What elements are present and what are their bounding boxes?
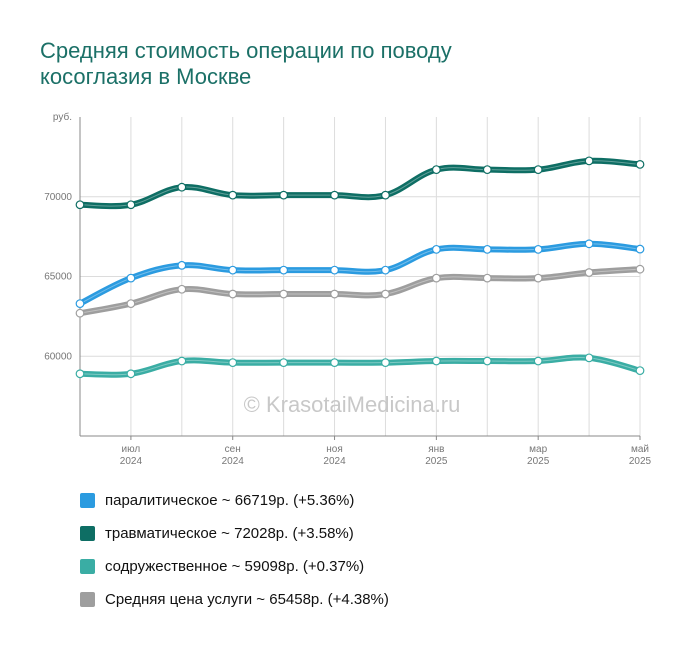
x-tick-label-year: 2024 xyxy=(323,456,346,467)
legend-swatch-concomitant xyxy=(80,559,95,574)
data-point-average[interactable] xyxy=(330,289,339,299)
data-point-average[interactable] xyxy=(431,273,441,283)
series-line-concomitant xyxy=(77,354,643,378)
series-line-highlight-concomitant xyxy=(79,356,641,376)
chart-series-group xyxy=(77,157,643,378)
legend-item-average[interactable]: Средняя цена услуги ~ 65458р. (+4.38%) xyxy=(80,583,389,616)
x-tick-label-year: 2024 xyxy=(120,456,143,467)
data-point-concomitant[interactable] xyxy=(126,369,136,379)
data-point-concomitant[interactable] xyxy=(228,358,238,368)
data-point-traumatic[interactable] xyxy=(482,165,492,175)
data-point-paralytic[interactable] xyxy=(75,299,85,309)
x-tick-label-month: янв xyxy=(428,444,444,455)
data-point-traumatic[interactable] xyxy=(330,190,339,200)
data-point-concomitant[interactable] xyxy=(635,366,645,376)
y-tick-label: 60000 xyxy=(44,351,72,362)
data-point-traumatic[interactable] xyxy=(177,182,187,192)
data-point-concomitant[interactable] xyxy=(330,358,339,368)
data-point-concomitant[interactable] xyxy=(75,369,85,379)
data-point-concomitant[interactable] xyxy=(482,356,492,366)
data-point-traumatic[interactable] xyxy=(635,160,645,169)
legend-item-paralytic[interactable]: паралитическое ~ 66719р. (+5.36%) xyxy=(80,484,389,517)
data-point-traumatic[interactable] xyxy=(228,190,238,200)
data-point-concomitant[interactable] xyxy=(381,358,390,368)
data-point-traumatic[interactable] xyxy=(533,165,543,175)
legend-swatch-paralytic xyxy=(80,493,95,508)
data-point-concomitant[interactable] xyxy=(431,356,441,366)
data-point-traumatic[interactable] xyxy=(381,190,390,200)
series-line-average xyxy=(77,266,643,317)
y-unit-label: руб. xyxy=(53,111,72,123)
legend-swatch-average xyxy=(80,592,95,607)
data-point-average[interactable] xyxy=(177,284,187,294)
x-tick-label-year: 2025 xyxy=(425,456,448,467)
x-tick-label-month: мар xyxy=(529,444,547,455)
legend-label-paralytic: паралитическое ~ 66719р. (+5.36%) xyxy=(105,492,355,509)
chart-title-line-1: Средняя стоимость операции по поводу xyxy=(40,38,452,63)
series-line-paralytic xyxy=(77,240,643,307)
data-point-traumatic[interactable] xyxy=(431,165,441,175)
data-point-paralytic[interactable] xyxy=(330,265,339,275)
x-tick-label-year: 2025 xyxy=(629,456,652,467)
legend-item-traumatic[interactable]: травматическое ~ 72028р. (+3.58%) xyxy=(80,517,389,550)
x-tick-label-month: июл xyxy=(122,444,141,455)
legend-label-traumatic: травматическое ~ 72028р. (+3.58%) xyxy=(105,525,354,542)
x-tick-label-year: 2024 xyxy=(222,456,245,467)
data-point-concomitant[interactable] xyxy=(279,358,289,368)
x-tick-label-month: май xyxy=(631,444,649,455)
watermark: © KrasotaiMedicina.ru xyxy=(244,392,461,417)
data-point-paralytic[interactable] xyxy=(228,265,238,275)
data-point-concomitant[interactable] xyxy=(177,356,187,366)
series-line-highlight-average xyxy=(79,268,641,314)
data-point-paralytic[interactable] xyxy=(279,265,289,275)
data-point-average[interactable] xyxy=(381,289,390,299)
data-point-average[interactable] xyxy=(75,308,85,318)
x-tick-label-month: сен xyxy=(225,444,241,455)
legend-label-concomitant: содружественное ~ 59098р. (+0.37%) xyxy=(105,558,365,575)
data-point-concomitant[interactable] xyxy=(533,356,543,366)
data-point-paralytic[interactable] xyxy=(533,244,543,254)
y-tick-label: 70000 xyxy=(44,192,72,203)
y-tick-label: 65000 xyxy=(44,272,72,283)
legend-swatch-traumatic xyxy=(80,526,95,541)
legend-item-concomitant[interactable]: содружественное ~ 59098р. (+0.37%) xyxy=(80,550,389,583)
data-point-paralytic[interactable] xyxy=(381,265,390,275)
chart-title: Средняя стоимость операции по поводу кос… xyxy=(40,38,600,90)
series-line-highlight-paralytic xyxy=(79,243,641,305)
data-point-average[interactable] xyxy=(584,268,594,277)
data-point-paralytic[interactable] xyxy=(177,260,187,270)
data-point-paralytic[interactable] xyxy=(482,244,492,254)
data-point-average[interactable] xyxy=(279,289,289,299)
series-line-highlight-traumatic xyxy=(79,160,641,207)
chart-legend: паралитическое ~ 66719р. (+5.36%) травма… xyxy=(80,484,389,616)
data-point-traumatic[interactable] xyxy=(126,200,136,210)
line-chart: © KrasotaiMedicina.ru 600006500070000руб… xyxy=(44,111,651,467)
data-point-average[interactable] xyxy=(126,299,136,309)
x-tick-label-month: ноя xyxy=(326,444,343,455)
data-point-average[interactable] xyxy=(228,289,238,299)
data-point-paralytic[interactable] xyxy=(431,244,441,254)
data-point-traumatic[interactable] xyxy=(584,156,594,166)
data-point-average[interactable] xyxy=(482,273,492,283)
data-point-paralytic[interactable] xyxy=(584,239,594,249)
data-point-concomitant[interactable] xyxy=(584,353,594,363)
data-point-average[interactable] xyxy=(635,264,645,274)
data-point-traumatic[interactable] xyxy=(279,190,289,200)
legend-label-average: Средняя цена услуги ~ 65458р. (+4.38%) xyxy=(105,591,389,608)
data-point-paralytic[interactable] xyxy=(126,273,136,283)
data-point-paralytic[interactable] xyxy=(635,244,645,254)
chart-title-line-2: косоглазия в Москве xyxy=(40,64,252,89)
chart-axes: 600006500070000руб.июл2024сен2024ноя2024… xyxy=(44,111,651,467)
data-point-traumatic[interactable] xyxy=(75,200,85,210)
series-line-traumatic xyxy=(77,157,643,210)
x-tick-label-year: 2025 xyxy=(527,456,550,467)
chart-points-group xyxy=(75,156,645,379)
data-point-average[interactable] xyxy=(533,273,543,283)
